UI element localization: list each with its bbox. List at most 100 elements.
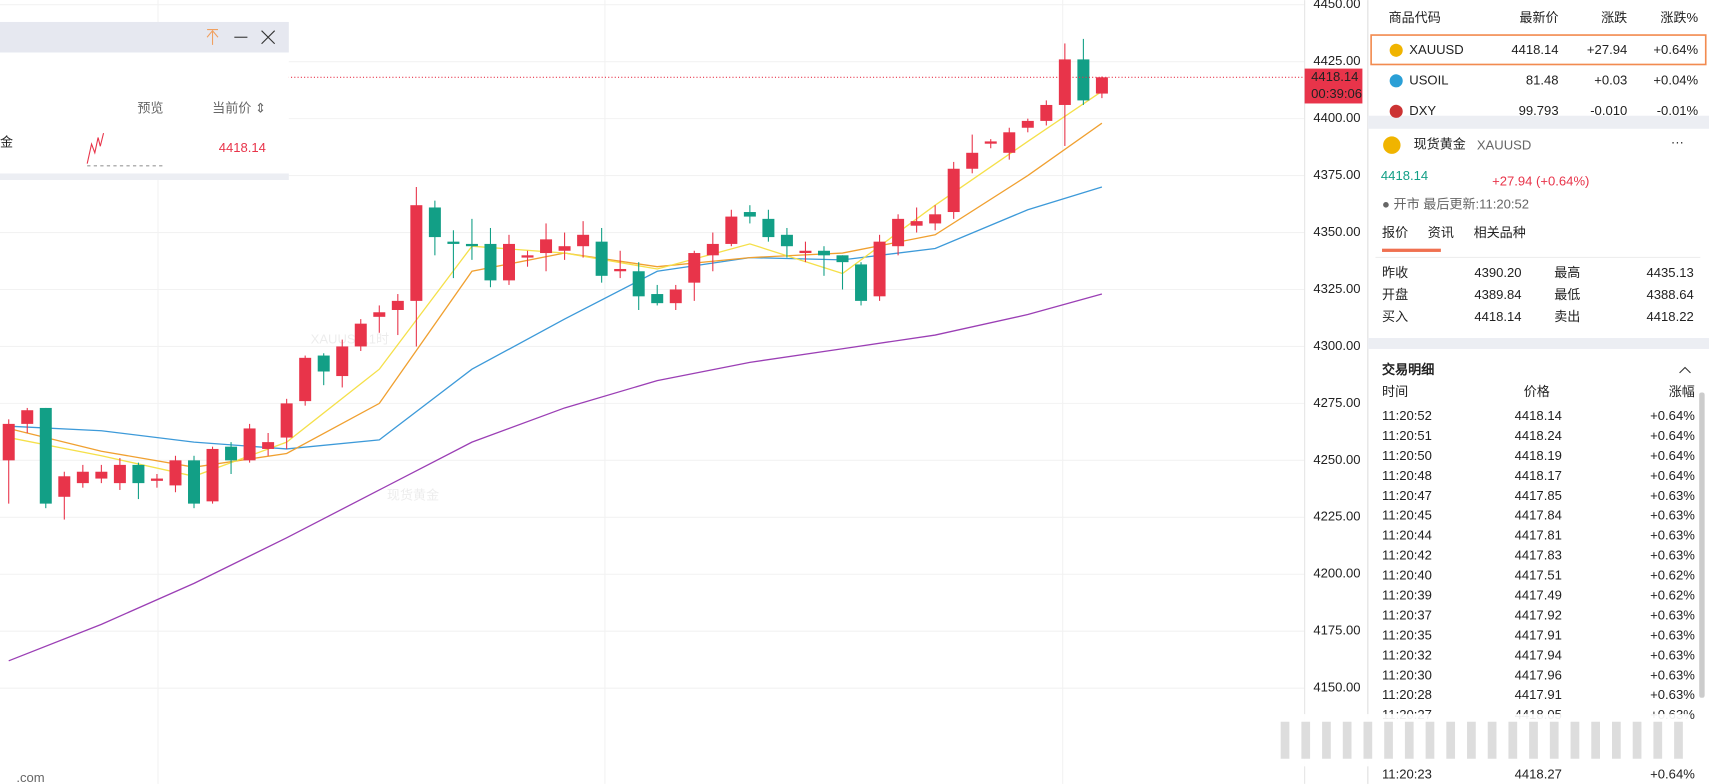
trades-title: 交易明细 — [1382, 362, 1434, 377]
trade-cell: 11:20:50 — [1382, 448, 1432, 463]
trade-cell: 4417.96 — [1515, 667, 1562, 682]
toolbar-overlay — [1269, 714, 1690, 767]
candle-body — [669, 289, 682, 304]
candle-body — [243, 428, 256, 461]
quote-tab[interactable]: 报价 — [1382, 225, 1408, 240]
candle-body — [502, 243, 515, 281]
candle-body — [892, 218, 905, 247]
trade-cell: 4418.19 — [1515, 448, 1562, 463]
trade-cell: +0.63% — [1650, 687, 1695, 702]
side-bg — [1367, 0, 1709, 784]
candle-body — [706, 243, 719, 256]
y-tick-label: 4275.00 — [1313, 395, 1360, 410]
watchlist-cell: -0.010 — [1590, 103, 1627, 118]
watchlist-cell: +0.03 — [1594, 72, 1627, 87]
candle-body — [910, 221, 923, 226]
candle-body — [966, 152, 979, 169]
trade-cell: 4417.91 — [1515, 687, 1562, 702]
trade-cell: +0.63% — [1650, 528, 1695, 543]
stat-label: 最低 — [1554, 287, 1580, 302]
separator — [1367, 115, 1709, 129]
stat-value: 4418.22 — [1647, 309, 1694, 324]
quote-tab[interactable]: 相关品种 — [1474, 225, 1526, 240]
quote-symbol: XAUUSD — [1477, 138, 1531, 153]
stat-label: 最高 — [1554, 265, 1580, 280]
separator — [1367, 338, 1709, 349]
trade-cell: 4417.85 — [1515, 488, 1562, 503]
candle-body — [688, 253, 701, 283]
stat-label: 昨收 — [1382, 265, 1408, 280]
watchlist-cell: DXY — [1409, 103, 1436, 118]
trades-header: 时间 — [1382, 384, 1408, 399]
quote-name: 现货黄金 — [1414, 137, 1466, 152]
candle-body — [1040, 104, 1053, 121]
trades-header: 涨幅 — [1669, 384, 1695, 399]
candle-body — [336, 346, 349, 377]
candle-body — [150, 478, 163, 481]
watchlist-cell: +0.04% — [1653, 72, 1698, 87]
trade-cell: +0.64% — [1650, 408, 1695, 423]
candle-body — [169, 460, 182, 486]
candle-body — [540, 239, 553, 254]
trade-cell: 4417.83 — [1515, 548, 1562, 563]
candle-body — [984, 141, 997, 144]
y-tick-label: 4300.00 — [1313, 338, 1360, 353]
watchlist-cell: USOIL — [1409, 72, 1448, 87]
trade-cell: +0.63% — [1650, 607, 1695, 622]
candle-body — [465, 243, 478, 247]
scrollbar[interactable] — [1699, 392, 1705, 698]
moving-average — [8, 293, 1103, 662]
stat-value: 4435.13 — [1647, 265, 1694, 280]
trade-cell: 11:20:40 — [1382, 568, 1432, 583]
candle-body — [132, 464, 145, 484]
candle-body — [317, 355, 330, 372]
trade-cell: 4417.51 — [1515, 568, 1562, 583]
y-tick-label: 4175.00 — [1313, 623, 1360, 638]
candle-body — [780, 234, 793, 247]
trade-cell: 4418.24 — [1515, 428, 1562, 443]
moving-average — [8, 186, 1103, 450]
candle-body — [651, 294, 664, 304]
trade-cell: 11:20:51 — [1382, 428, 1432, 443]
close-icon[interactable] — [261, 30, 276, 45]
last-price-label: 4418.14 — [1311, 69, 1358, 84]
trade-cell: 4417.94 — [1515, 647, 1562, 662]
candle-body — [1077, 59, 1090, 101]
y-tick-label: 4150.00 — [1313, 680, 1360, 695]
candle-body — [280, 403, 293, 438]
trade-cell: +0.64% — [1650, 468, 1695, 483]
pin-icon[interactable] — [206, 29, 219, 45]
candle-body — [1095, 77, 1108, 94]
watchlist-cell: +27.94 — [1587, 42, 1627, 57]
trade-cell: 4417.92 — [1515, 607, 1562, 622]
candle-body — [373, 312, 386, 317]
more-menu[interactable]: ··· — [1671, 134, 1684, 149]
y-tick-label: 4325.00 — [1313, 281, 1360, 296]
item-name: 金 — [0, 134, 13, 149]
y-tick-label: 4225.00 — [1313, 509, 1360, 524]
collapse-icon[interactable] — [1679, 366, 1691, 374]
watchlist-cell: 4418.14 — [1511, 42, 1558, 57]
candle-body — [447, 241, 460, 244]
trade-cell: 11:20:35 — [1382, 627, 1432, 642]
col-current-price[interactable]: 当前价 ⇕ — [212, 101, 266, 116]
candle-body — [484, 243, 497, 281]
symbol-icon — [1389, 104, 1403, 118]
trade-cell: +0.63% — [1650, 488, 1695, 503]
trade-cell: 11:20:28 — [1382, 687, 1432, 702]
watchlist-cell: 99.793 — [1519, 103, 1559, 118]
y-tick-label: 4400.00 — [1313, 110, 1360, 125]
trade-cell: 11:20:23 — [1382, 767, 1432, 782]
y-tick-label: 4350.00 — [1313, 224, 1360, 239]
quote-tab[interactable]: 资讯 — [1428, 225, 1454, 240]
trade-cell: +0.63% — [1650, 667, 1695, 682]
stat-label: 开盘 — [1382, 287, 1408, 302]
candle-body — [836, 255, 849, 263]
quote-price: 4418.14 — [1381, 168, 1428, 183]
candle-body — [21, 410, 34, 424]
stat-label: 卖出 — [1554, 309, 1580, 324]
candle-body — [614, 268, 627, 272]
trade-cell: +0.63% — [1650, 548, 1695, 563]
candle-body — [391, 300, 404, 310]
